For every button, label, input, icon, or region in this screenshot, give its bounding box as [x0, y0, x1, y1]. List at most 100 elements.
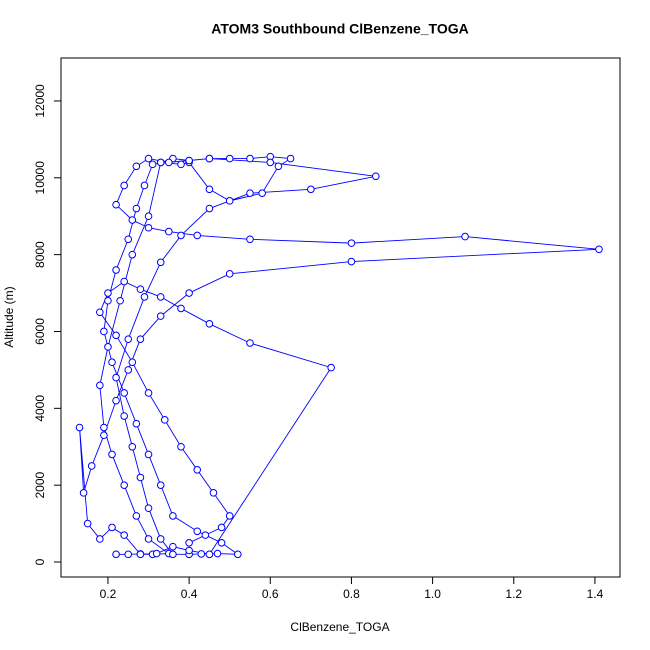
data-point — [128, 358, 137, 367]
data-point — [258, 189, 266, 197]
data-point — [112, 200, 120, 209]
data-point — [83, 519, 92, 528]
data-point — [205, 154, 214, 163]
data-point — [327, 363, 335, 372]
data-point — [156, 158, 165, 167]
data-point — [156, 312, 165, 320]
data-point — [193, 466, 202, 474]
data-point — [144, 535, 153, 543]
data-point — [116, 296, 124, 305]
data-point — [169, 512, 177, 520]
data-point — [156, 535, 165, 543]
data-point — [217, 539, 226, 547]
y-tick-label: 10000 — [33, 161, 47, 195]
data-point — [205, 550, 214, 559]
y-tick-label: 8000 — [33, 241, 47, 268]
data-point — [136, 285, 145, 294]
data-point — [120, 389, 128, 397]
x-tick-label: 1.0 — [424, 587, 441, 601]
data-point — [205, 185, 214, 194]
data-point — [136, 473, 145, 482]
data-point — [197, 550, 206, 558]
data-point — [246, 235, 254, 244]
data-point — [144, 212, 153, 221]
data-point — [112, 266, 120, 274]
y-tick-label: 0 — [33, 558, 47, 565]
x-tick-label: 1.4 — [587, 587, 604, 601]
data-point — [79, 489, 88, 497]
data-point — [185, 289, 193, 297]
data-point — [177, 160, 185, 169]
data-point — [87, 462, 96, 470]
data-point — [595, 245, 603, 254]
data-point — [136, 335, 145, 343]
data-point — [371, 172, 380, 181]
data-point — [209, 489, 218, 497]
y-tick-label: 4000 — [33, 395, 47, 422]
data-point — [225, 197, 234, 205]
data-point — [120, 531, 128, 539]
data-point — [165, 227, 173, 236]
data-point — [165, 158, 173, 167]
data-point — [266, 158, 275, 167]
data-point — [140, 293, 149, 301]
data-point — [96, 308, 104, 317]
data-point — [96, 381, 104, 390]
data-point — [177, 442, 185, 451]
data-point — [132, 512, 141, 520]
data-point — [144, 154, 153, 163]
data-point — [124, 550, 133, 559]
data-point — [104, 343, 112, 351]
chart-title: ATOM3 Southbound ClBenzene_TOGA — [211, 21, 468, 37]
data-point — [152, 549, 161, 558]
data-point — [156, 481, 165, 489]
data-point — [132, 419, 141, 428]
data-point — [156, 293, 165, 301]
data-point — [156, 258, 165, 267]
data-point — [246, 339, 254, 347]
data-point — [124, 235, 133, 244]
data-point — [148, 160, 157, 169]
data-point — [128, 442, 137, 451]
data-point — [120, 481, 128, 489]
data-point — [169, 542, 177, 551]
data-point — [132, 204, 141, 213]
data-point — [124, 335, 133, 343]
data-point — [100, 423, 108, 432]
x-tick-label: 0.6 — [262, 587, 279, 601]
data-point — [136, 550, 145, 559]
data-point — [120, 412, 128, 420]
data-point — [307, 185, 315, 194]
data-point — [100, 431, 108, 440]
plot-frame — [60, 57, 621, 578]
data-point — [225, 270, 234, 278]
data-point — [185, 546, 193, 555]
data-point — [112, 550, 120, 559]
data-point — [128, 250, 137, 259]
data-point — [120, 181, 128, 190]
y-tick-label: 12000 — [33, 84, 47, 118]
data-point — [144, 223, 153, 232]
x-tick-label: 0.2 — [100, 587, 117, 601]
data-point — [132, 162, 141, 171]
data-point — [201, 531, 210, 539]
y-axis-label: Altitude (m) — [2, 286, 16, 347]
data-point — [225, 512, 234, 520]
data-point — [144, 389, 153, 397]
x-tick-label: 0.4 — [181, 587, 198, 601]
data-point — [286, 154, 295, 163]
data-point — [144, 504, 153, 513]
data-point — [169, 550, 177, 559]
data-point — [108, 450, 116, 459]
data-point — [112, 331, 120, 340]
data-point — [213, 549, 222, 558]
data-point — [185, 156, 193, 165]
data-point — [108, 523, 116, 532]
x-tick-label: 0.8 — [343, 587, 360, 601]
data-point — [112, 396, 120, 405]
data-point — [96, 535, 104, 543]
data-point — [108, 358, 116, 367]
data-point — [347, 257, 356, 266]
